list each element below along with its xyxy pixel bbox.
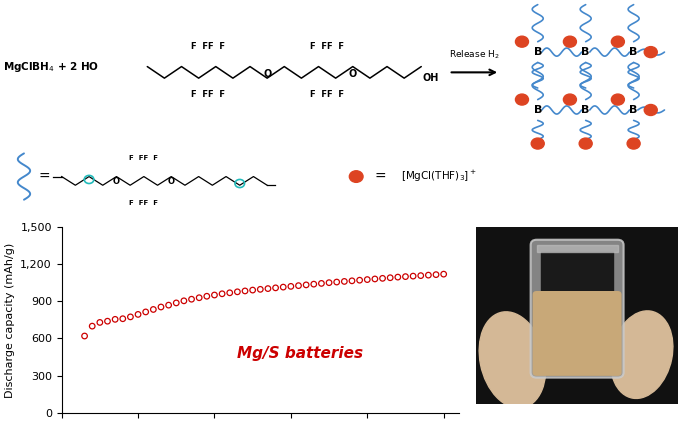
Circle shape — [515, 94, 529, 105]
Ellipse shape — [479, 312, 546, 408]
Text: F  FF  F: F FF F — [129, 200, 158, 206]
Point — [232, 288, 243, 295]
Point — [308, 281, 319, 288]
Point — [155, 304, 166, 310]
Circle shape — [644, 47, 658, 58]
Circle shape — [611, 94, 625, 105]
Text: =: = — [39, 170, 50, 184]
Point — [316, 280, 327, 287]
Point — [255, 286, 266, 293]
Circle shape — [611, 36, 625, 47]
Text: O: O — [113, 177, 120, 186]
Circle shape — [531, 138, 545, 149]
Point — [216, 290, 227, 297]
Point — [163, 302, 174, 309]
Point — [332, 279, 342, 285]
Text: B: B — [534, 105, 542, 115]
Point — [262, 285, 273, 292]
Point — [125, 314, 136, 320]
Text: [MgCl(THF)$_3$]$^+$: [MgCl(THF)$_3$]$^+$ — [401, 169, 477, 184]
Point — [393, 274, 403, 280]
Point — [277, 284, 288, 290]
Text: O: O — [168, 177, 175, 186]
FancyBboxPatch shape — [533, 291, 621, 376]
Text: MgClBH$_4$ + 2 HO: MgClBH$_4$ + 2 HO — [3, 59, 99, 74]
Point — [369, 276, 380, 282]
Point — [408, 273, 419, 280]
Text: B: B — [630, 105, 638, 115]
Point — [400, 273, 411, 280]
Point — [201, 293, 212, 300]
Point — [117, 315, 128, 322]
Point — [194, 294, 205, 301]
Text: Release H$_2$: Release H$_2$ — [449, 48, 499, 61]
Point — [140, 309, 151, 315]
Point — [110, 316, 121, 323]
Text: OH: OH — [423, 73, 439, 83]
Text: B: B — [582, 105, 590, 115]
Point — [385, 274, 396, 281]
Text: B: B — [534, 47, 542, 57]
FancyBboxPatch shape — [531, 240, 623, 378]
Point — [415, 272, 426, 279]
Point — [178, 298, 189, 304]
Point — [286, 283, 297, 290]
Point — [438, 271, 449, 277]
Circle shape — [644, 104, 658, 115]
Point — [423, 272, 434, 279]
Text: B: B — [582, 47, 590, 57]
Point — [186, 296, 197, 303]
Point — [171, 300, 182, 306]
Circle shape — [349, 171, 363, 182]
Point — [377, 275, 388, 282]
Circle shape — [579, 138, 593, 149]
Y-axis label: Discharge capacity (mAh/g): Discharge capacity (mAh/g) — [5, 242, 15, 397]
Bar — [537, 245, 617, 252]
Point — [102, 318, 113, 325]
Text: F  FF  F: F FF F — [190, 42, 225, 51]
Point — [95, 319, 105, 326]
Point — [87, 323, 98, 330]
Text: F  FF  F: F FF F — [310, 42, 345, 51]
Point — [301, 282, 312, 288]
Bar — [540, 252, 614, 298]
Text: F  FF  F: F FF F — [129, 155, 158, 161]
Point — [79, 333, 90, 339]
Circle shape — [563, 94, 577, 105]
Point — [209, 292, 220, 298]
Point — [347, 277, 358, 284]
Text: B: B — [630, 47, 638, 57]
Point — [323, 279, 334, 286]
Text: F  FF  F: F FF F — [190, 90, 225, 99]
Text: F  FF  F: F FF F — [310, 90, 345, 99]
Point — [247, 287, 258, 293]
Point — [148, 306, 159, 313]
Text: Mg/S batteries: Mg/S batteries — [237, 346, 363, 361]
Point — [431, 271, 442, 278]
Point — [240, 288, 251, 294]
Point — [224, 289, 235, 296]
Text: O: O — [349, 69, 357, 79]
Point — [339, 278, 350, 285]
Ellipse shape — [610, 311, 673, 398]
Text: O: O — [263, 69, 271, 79]
Text: =: = — [375, 170, 386, 184]
Point — [133, 311, 144, 318]
Circle shape — [563, 36, 577, 47]
Point — [362, 276, 373, 283]
Point — [293, 282, 304, 289]
Circle shape — [515, 36, 529, 47]
Circle shape — [627, 138, 640, 149]
Point — [270, 285, 281, 291]
Point — [354, 277, 365, 284]
